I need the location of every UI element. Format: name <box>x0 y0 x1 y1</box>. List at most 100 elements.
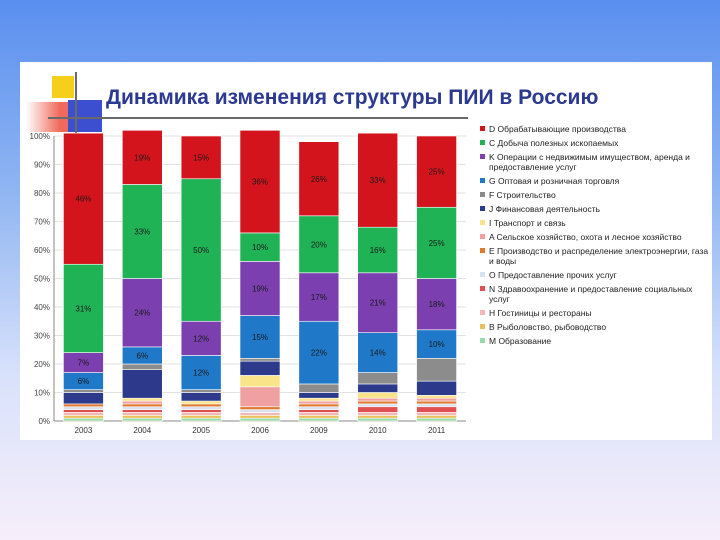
bar-segment <box>239 417 281 422</box>
legend-label: F Строительство <box>489 190 556 200</box>
bar-segment <box>63 412 104 416</box>
x-tick-label: 2011 <box>428 426 446 435</box>
bar-segment <box>416 135 457 208</box>
bar-segment <box>121 184 163 279</box>
bar-segment <box>180 400 222 405</box>
x-tick-label: 2005 <box>192 426 210 435</box>
legend-label: M Образование <box>489 336 552 346</box>
legend-swatch <box>480 234 485 239</box>
legend-swatch <box>480 324 485 329</box>
bar-segment <box>180 417 222 422</box>
y-tick-label: 70% <box>34 218 50 227</box>
bar-segment <box>239 412 281 416</box>
legend-item: B Рыболовство, рыбоводство <box>480 322 712 332</box>
bar-segment <box>121 403 163 408</box>
bar-segment <box>121 414 163 419</box>
data-label: 16% <box>370 246 386 255</box>
x-tick-label: 2010 <box>369 426 387 435</box>
y-tick-label: 20% <box>34 360 50 369</box>
bar-segment <box>63 263 104 353</box>
legend-label: G Оптовая и розничная торговля <box>489 176 620 186</box>
legend-label: K Операции с недвижимым имуществом, арен… <box>489 152 690 172</box>
bar-segment <box>180 412 222 416</box>
bar-segment <box>357 392 399 399</box>
legend-swatch <box>480 338 485 343</box>
data-label: 12% <box>193 369 209 378</box>
bar-segment <box>416 412 457 416</box>
decor-vertical-line <box>75 72 77 138</box>
bar-segment <box>63 132 104 265</box>
data-label: 26% <box>311 175 327 184</box>
bar-segment <box>298 397 340 402</box>
data-label: 17% <box>311 293 327 302</box>
data-label: 33% <box>134 227 150 236</box>
bar-segment <box>416 414 457 419</box>
bar-segment <box>298 400 340 405</box>
bar-segment <box>63 406 104 410</box>
bar-segment <box>121 409 163 413</box>
bar-segment <box>357 132 399 228</box>
decor-horizontal-line <box>48 117 468 119</box>
data-label: 7% <box>78 359 90 368</box>
bar-segment <box>298 403 340 408</box>
bar-segment <box>416 329 457 359</box>
bar-segment <box>298 392 340 399</box>
x-tick-label: 2009 <box>310 426 328 435</box>
data-label: 21% <box>370 299 386 308</box>
legend-label: H Гостиницы и рестораны <box>489 308 592 318</box>
legend-swatch <box>480 286 485 291</box>
bar-segment <box>63 414 104 419</box>
x-tick-label: 2004 <box>133 426 151 435</box>
x-tick-label: 2006 <box>251 426 269 435</box>
bar-segment <box>357 400 399 405</box>
bar-segment <box>416 357 457 382</box>
bar-segment <box>121 406 163 410</box>
bar-segment <box>416 403 457 408</box>
data-label: 19% <box>252 284 268 293</box>
bar-segment <box>416 417 457 422</box>
bar-segment <box>239 406 281 410</box>
bar-segment <box>357 397 399 402</box>
legend-item: G Оптовая и розничная торговля <box>480 176 712 186</box>
legend-swatch <box>480 248 485 253</box>
legend-item: I Транспорт и связь <box>480 218 712 228</box>
legend-item: O Предоставление прочих услуг <box>480 270 712 280</box>
data-label: 25% <box>429 168 445 177</box>
legend-item: E Производство и распределение электроэн… <box>480 246 712 266</box>
legend-item: M Образование <box>480 336 712 346</box>
legend-swatch <box>480 178 485 183</box>
bar-segment <box>357 403 399 408</box>
bar-segment <box>180 414 222 419</box>
bar-segment <box>121 412 163 416</box>
chart-legend: D Обрабатывающие производства C Добыча по… <box>480 124 712 350</box>
bar-segment <box>357 332 399 373</box>
data-label: 33% <box>370 176 386 185</box>
y-tick-label: 30% <box>34 332 50 341</box>
slide-title: Динамика изменения структуры ПИИ в Росси… <box>106 86 599 109</box>
legend-item: N Здравоохранение и предоставление социа… <box>480 284 712 304</box>
bar-segment <box>180 409 222 413</box>
legend-label: A Сельское хозяйство, охота и лесное хоз… <box>489 232 682 242</box>
bar-segment <box>180 178 222 322</box>
legend-swatch <box>480 272 485 277</box>
legend-label: B Рыболовство, рыбоводство <box>489 322 607 332</box>
bar-segment <box>121 363 163 370</box>
legend-label: D Обрабатывающие производства <box>489 124 626 134</box>
bar-segment <box>63 392 104 405</box>
data-label: 50% <box>193 246 209 255</box>
data-label: 31% <box>75 304 91 313</box>
bar-segment <box>180 392 222 402</box>
legend-item: A Сельское хозяйство, охота и лесное хоз… <box>480 232 712 242</box>
y-tick-label: 100% <box>30 132 50 141</box>
legend-item: H Гостиницы и рестораны <box>480 308 712 318</box>
data-label: 6% <box>137 351 149 360</box>
legend-swatch <box>480 220 485 225</box>
bar-segment <box>357 412 399 416</box>
bar-segment <box>239 130 281 234</box>
bar-segment <box>239 414 281 419</box>
data-label: 6% <box>78 377 90 386</box>
bar-segment <box>121 130 163 185</box>
bar-segment <box>63 417 104 422</box>
y-tick-label: 10% <box>34 389 50 398</box>
